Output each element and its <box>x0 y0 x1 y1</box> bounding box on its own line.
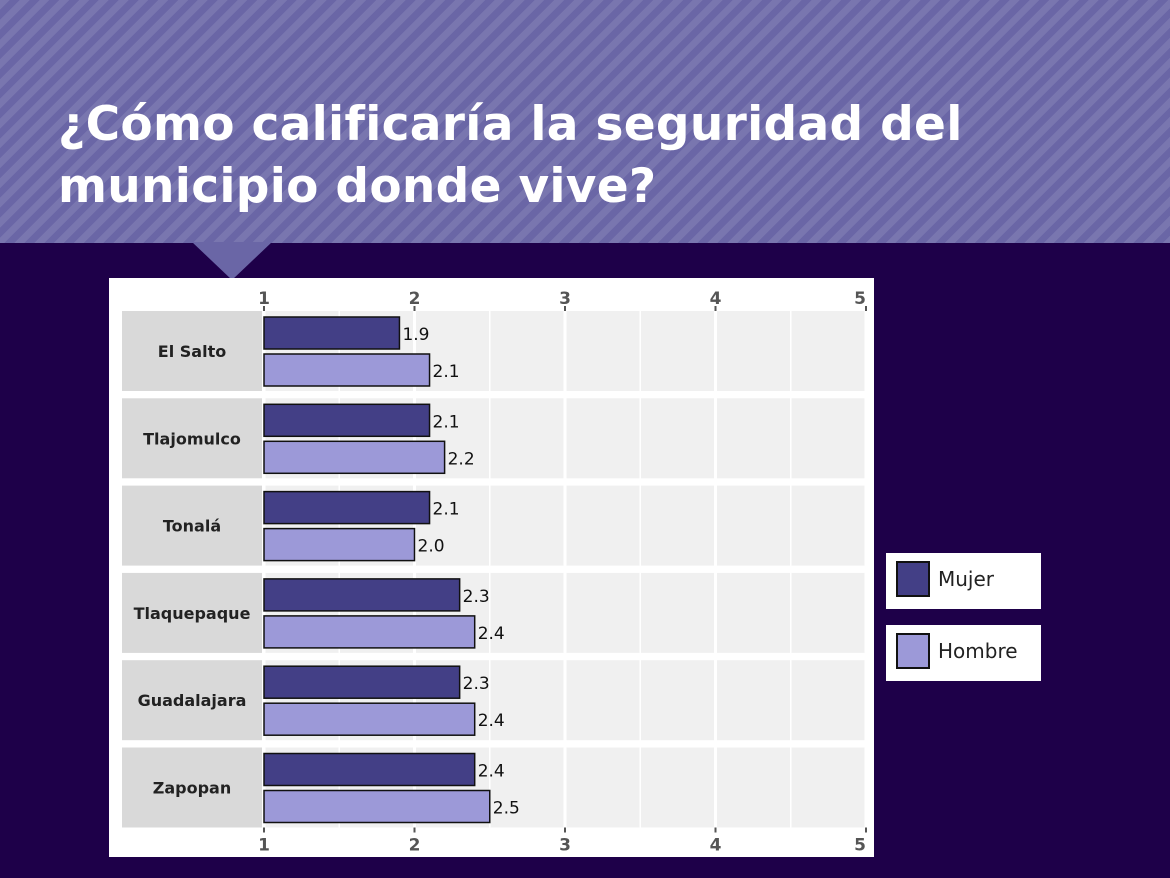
data-label: 2.1 <box>433 500 460 520</box>
legend-swatch-mujer <box>896 561 930 597</box>
legend-item-mujer: Mujer <box>886 553 1041 609</box>
category-label-band <box>122 311 262 391</box>
category-label: Tlajomulco <box>143 429 241 448</box>
x-tick-label-bottom: 3 <box>559 836 571 856</box>
bar-mujer <box>263 578 461 612</box>
bar-mujer <box>263 490 431 525</box>
x-tick-label-top: 1 <box>258 289 270 309</box>
bar-mujer <box>263 665 461 699</box>
legend-swatch-hombre <box>896 633 930 669</box>
x-tick-label-bottom: 5 <box>854 836 866 856</box>
data-label: 2.5 <box>493 799 520 819</box>
x-tick-label-top: 3 <box>559 289 571 309</box>
data-label: 2.0 <box>418 537 445 557</box>
category-label-band <box>122 747 262 828</box>
category-label: Tlaquepaque <box>134 604 251 623</box>
x-tick-label-bottom: 2 <box>409 836 421 856</box>
data-label: 2.2 <box>448 449 475 469</box>
bar-hombre <box>263 789 491 824</box>
bar-hombre <box>263 615 476 649</box>
bar-hombre <box>263 527 416 562</box>
data-label: 2.1 <box>433 362 460 382</box>
x-tick-label-bottom: 1 <box>258 836 270 856</box>
chart-panel: El Salto Tlajomulco Tonalá Tlaquepaque Guada… <box>109 278 874 857</box>
data-label: 2.3 <box>463 587 490 607</box>
category-label-band <box>122 485 262 566</box>
category-label: Zapopan <box>153 779 231 798</box>
x-tick-label-top: 5 <box>854 289 866 309</box>
category-label: Guadalajara <box>138 691 247 710</box>
bar-hombre <box>263 702 476 736</box>
data-label: 2.4 <box>478 711 505 731</box>
category-label-band <box>122 660 262 741</box>
legend-item-hombre: Hombre <box>886 625 1041 681</box>
bar-hombre <box>263 440 446 475</box>
legend-label-mujer: Mujer <box>938 567 995 591</box>
x-tick-label-bottom: 4 <box>710 836 722 856</box>
bar-mujer <box>263 403 431 438</box>
data-label: 2.3 <box>463 674 490 694</box>
x-tick-label-top: 2 <box>409 289 421 309</box>
bar-mujer <box>263 752 476 787</box>
category-label-band <box>122 398 262 479</box>
bar-chart: El Salto Tlajomulco Tonalá Tlaquepaque Guada… <box>122 289 868 856</box>
x-tick-label-top: 4 <box>710 289 722 309</box>
bar-mujer <box>263 316 401 350</box>
category-label: El Salto <box>158 342 226 361</box>
bar-hombre <box>263 353 431 387</box>
header-pointer <box>192 242 272 280</box>
page-title: ¿Cómo calificaría la seguridad del munic… <box>58 97 963 214</box>
category-label: Tonalá <box>163 517 221 536</box>
legend-label-hombre: Hombre <box>938 639 1018 663</box>
data-label: 2.4 <box>478 624 505 644</box>
header-banner: ¿Cómo calificaría la seguridad del munic… <box>0 0 1170 243</box>
category-label-band <box>122 572 262 653</box>
data-label: 1.9 <box>402 325 429 345</box>
data-label: 2.4 <box>478 762 505 782</box>
data-label: 2.1 <box>433 412 460 432</box>
